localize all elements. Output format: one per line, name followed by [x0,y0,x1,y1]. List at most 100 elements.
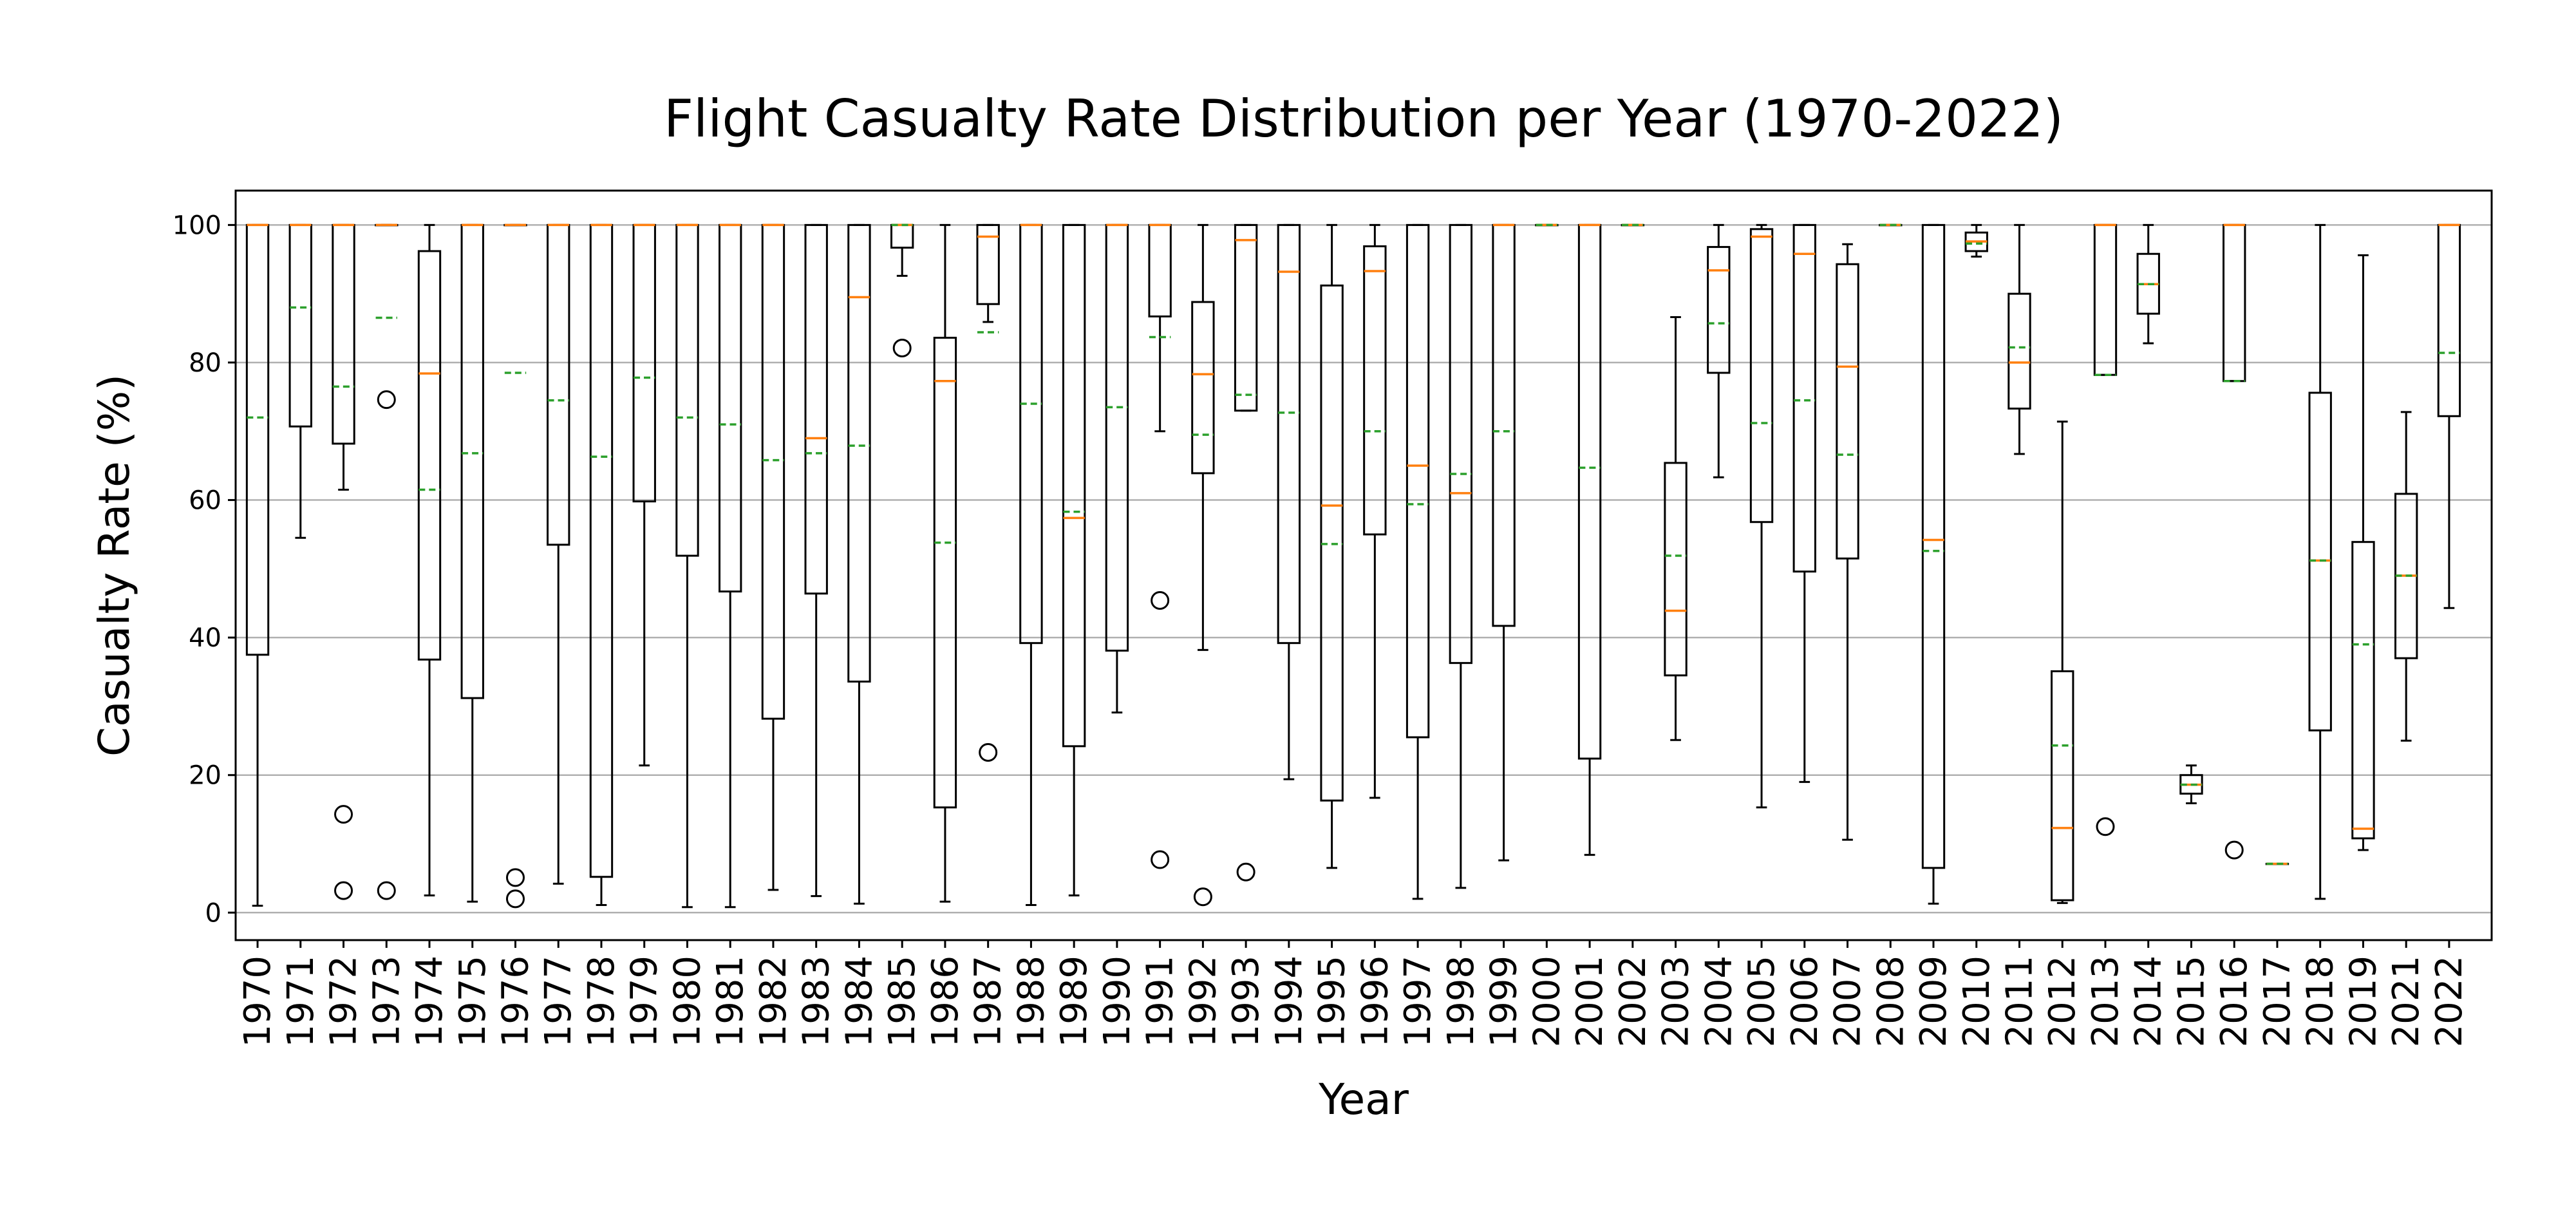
x-tick-label: 2003 [1655,956,1697,1048]
outlier-point [334,805,353,824]
x-tick-label: 2000 [1526,956,1568,1048]
x-tick-label: 1977 [538,956,579,1048]
box-1999 [1492,223,1516,862]
x-tick-label: 2015 [2170,956,2212,1048]
box-1970 [245,223,270,907]
x-tick-label: 1976 [494,956,536,1048]
box-1980 [675,223,699,909]
iqr-box [1836,263,1859,560]
box-1990 [1105,223,1129,714]
x-tick-label: 2004 [1698,956,1740,1048]
box-1982 [761,223,785,891]
x-tick-label: 2019 [2342,956,2384,1048]
box-1988 [1019,223,1043,907]
outlier-point [2096,817,2115,836]
x-tick-label: 2014 [2128,956,2170,1048]
y-tick-label: 0 [205,898,221,928]
x-tick-label: 2001 [1569,956,1611,1048]
box-1998 [1449,223,1473,889]
outlier-point [377,390,396,410]
box-2016 [2223,223,2246,860]
chart-title: Flight Casualty Rate Distribution per Ye… [664,89,2064,149]
x-tick-label: 1987 [968,956,1010,1048]
x-tick-label: 1996 [1354,956,1396,1048]
iqr-box [1062,223,1086,748]
iqr-box [933,337,957,809]
box-1971 [288,223,312,539]
box-1981 [719,223,742,909]
box-2018 [2308,223,2332,900]
tick-layer: 0 20 40 60 80 100 1970 1971 1972 1973 1974 1975 1976… [173,211,2470,1047]
outlier-point [1151,590,1170,610]
x-tick-label: 2008 [1870,956,1912,1048]
iqr-box [1363,245,1387,536]
box-1978 [589,223,614,907]
box-2003 [1664,316,1688,741]
outlier-point [1193,887,1212,907]
iqr-box [2007,292,2031,410]
iqr-box [1277,223,1301,645]
x-tick-label: 1982 [753,956,794,1048]
box-2010 [1964,223,1988,258]
iqr-box [1449,223,1473,665]
x-tick-label: 1980 [666,956,708,1048]
iqr-box [804,223,828,595]
outlier-point [979,742,998,762]
box-2015 [2179,764,2203,804]
x-tick-label: 1970 [237,956,279,1048]
iqr-box [976,223,1000,305]
x-tick-label: 1993 [1225,956,1267,1048]
outlier-point [334,881,353,900]
x-tick-label: 1972 [323,956,365,1048]
x-tick-label: 2005 [1741,956,1783,1048]
x-tick-label: 1990 [1096,956,1138,1048]
outlier-point [892,339,912,358]
x-tick-label: 2011 [1998,956,2040,1048]
x-tick-label: 1981 [710,956,751,1048]
x-tick-label: 1989 [1053,956,1095,1048]
outlier-point [1151,850,1170,869]
outlier-point [2224,840,2244,860]
x-tick-label: 1994 [1268,956,1310,1048]
box-1984 [847,223,871,905]
y-axis-label: Casualty Rate (%) [89,374,139,757]
box-1992 [1191,223,1215,907]
box-2004 [1707,223,1731,478]
iqr-box [847,223,871,683]
x-tick-label: 1974 [409,956,451,1048]
x-tick-label: 1992 [1182,956,1224,1048]
box-2009 [1921,223,1946,905]
box-1995 [1320,223,1344,869]
outlier-point [1236,862,1255,882]
iqr-box [2051,670,2074,901]
y-tick-label: 20 [189,761,221,791]
box-1976 [503,223,527,909]
box-1997 [1406,223,1430,900]
box-1975 [460,223,484,903]
x-tick-label: 2017 [2257,956,2299,1048]
y-tick-label: 100 [173,211,221,240]
x-tick-label: 1973 [366,956,408,1048]
box-2005 [1749,223,1774,809]
x-tick-label: 2016 [2214,956,2255,1048]
box-2021 [2394,411,2418,742]
box-1996 [1363,223,1387,799]
x-axis-label: Year [1318,1075,1409,1124]
outlier-point [505,868,525,887]
box-2017 [2265,862,2289,865]
x-tick-label: 1971 [280,956,322,1048]
box-1985 [890,223,914,358]
x-tick-label: 1985 [881,956,923,1048]
y-tick-label: 40 [189,623,221,653]
x-tick-label: 1975 [452,956,494,1048]
box-2012 [2051,420,2074,904]
box-1973 [375,223,399,900]
x-tick-label: 2013 [2085,956,2127,1048]
plot-frame [234,189,2493,941]
x-tick-label: 2018 [2300,956,2342,1048]
box-1991 [1148,223,1172,869]
iqr-box [417,250,442,661]
